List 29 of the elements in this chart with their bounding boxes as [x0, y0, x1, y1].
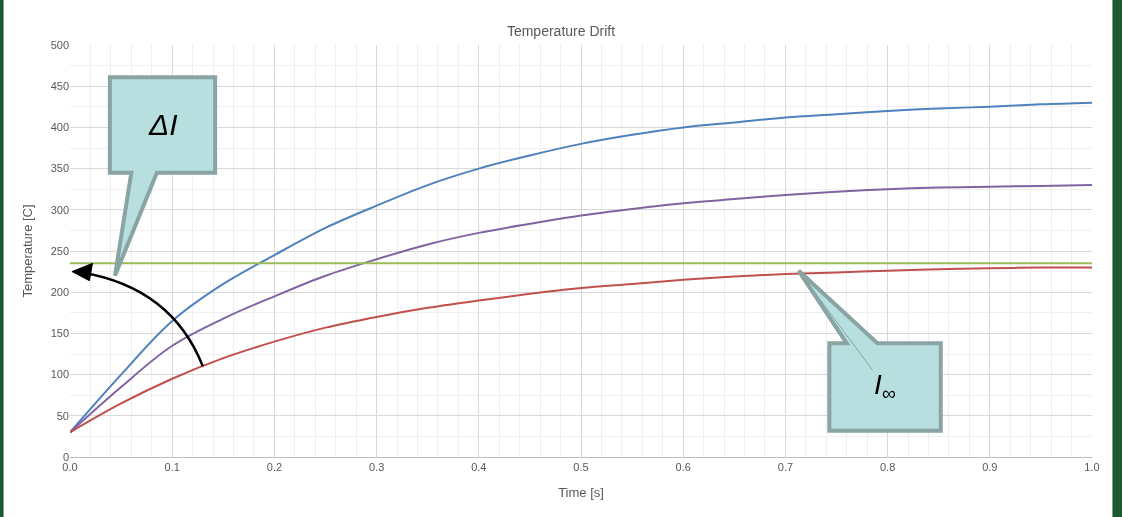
y-tick-label: 50	[56, 409, 69, 422]
x-tick-label: 0.7	[777, 461, 794, 474]
line-series	[70, 266, 1092, 434]
y-tick-label: 250	[50, 244, 69, 257]
x-axis-title: Time [s]	[558, 484, 604, 500]
y-tick-label: 350	[50, 162, 69, 175]
y-tick-label: 200	[50, 286, 69, 299]
y-tick-label: 150	[50, 327, 69, 340]
annotation: I$_{∞}$	[874, 369, 896, 404]
y-tick-label: 300	[50, 203, 69, 216]
y-tick-label: 100	[50, 368, 69, 381]
line-series	[70, 184, 1092, 434]
x-tick-label: 0.1	[164, 461, 180, 474]
x-tick-label: 0.6	[675, 461, 691, 474]
x-tick-label: 0.9	[982, 461, 998, 474]
y-tick-label: 400	[50, 121, 69, 134]
chart-title: Temperature Drift	[506, 22, 616, 39]
annotation: ΔI	[148, 108, 178, 141]
x-tick-label: 0.4	[471, 461, 487, 474]
x-tick-label: 0.8	[879, 461, 896, 474]
x-tick-label: 0.5	[573, 461, 589, 474]
y-tick-label: 450	[50, 80, 69, 93]
y-axis-title: Temperature [C]	[19, 204, 35, 298]
x-tick-label: 0.2	[266, 461, 283, 474]
y-tick-label: 500	[50, 38, 69, 51]
y-tick-label: 0	[62, 450, 69, 463]
x-tick-label: 0.0	[62, 461, 78, 474]
x-tick-label: 1.0	[1084, 461, 1100, 474]
x-tick-label: 0.3	[368, 461, 385, 474]
